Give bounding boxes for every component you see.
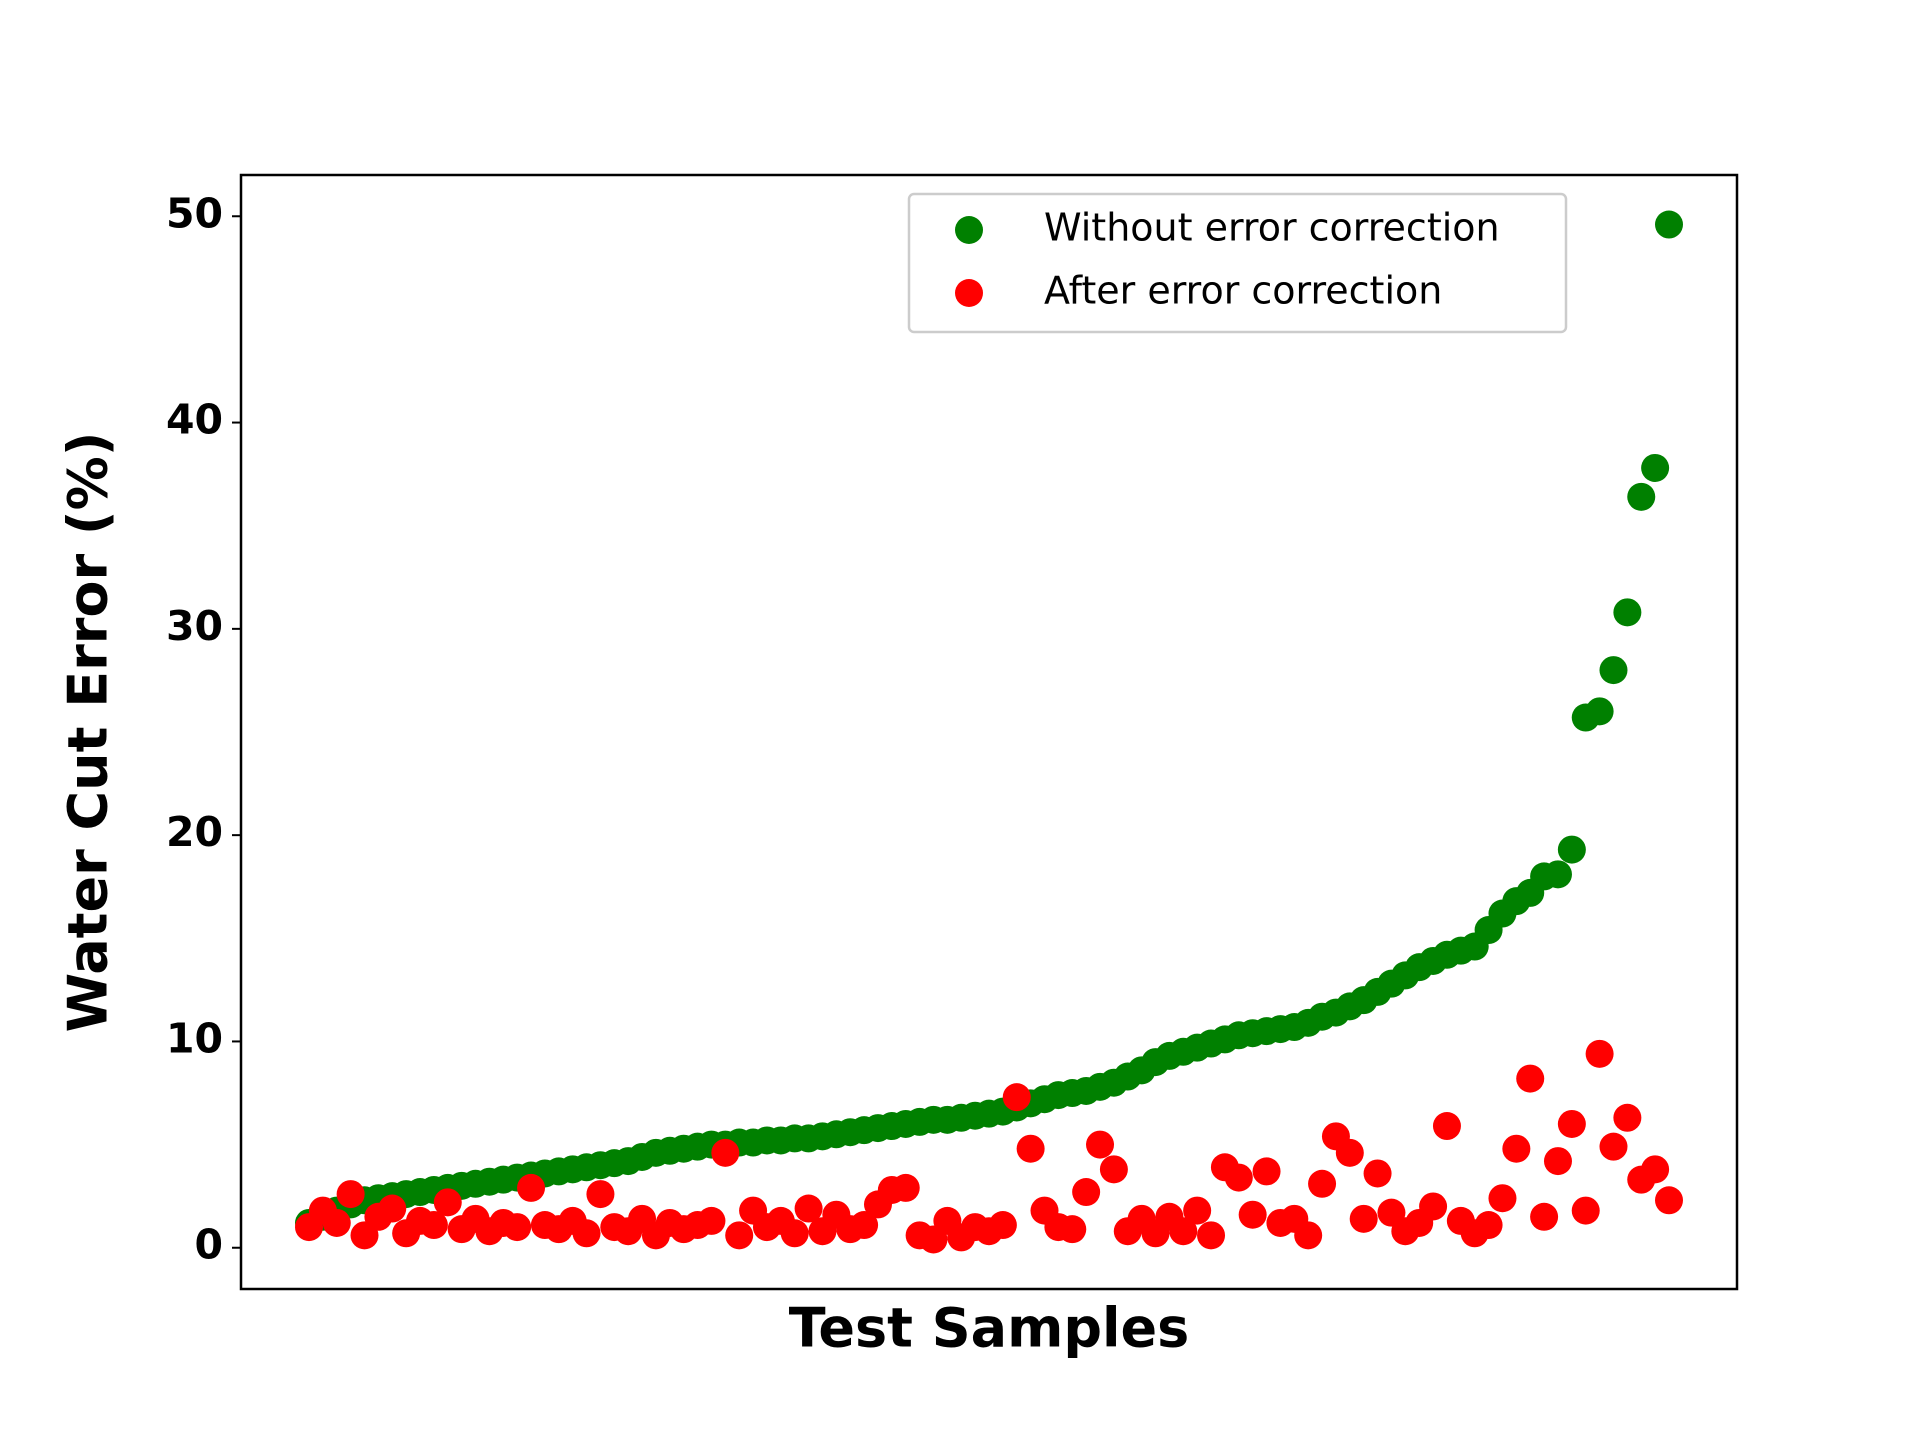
point — [1599, 1132, 1628, 1161]
point — [1169, 1217, 1198, 1246]
point — [1308, 1169, 1337, 1198]
y-axis-label: Water Cut Error (%) — [57, 432, 120, 1033]
point — [697, 1206, 726, 1235]
point — [1655, 1186, 1683, 1215]
point — [725, 1221, 754, 1250]
point — [1294, 1221, 1323, 1250]
point — [1197, 1221, 1226, 1250]
point — [1252, 1157, 1281, 1186]
y-tick-label: 50 — [166, 189, 223, 237]
point — [1072, 1178, 1101, 1207]
point — [336, 1180, 365, 1209]
point — [1543, 860, 1572, 889]
point — [586, 1180, 615, 1209]
point — [1502, 1134, 1531, 1163]
point — [1183, 1196, 1212, 1225]
plot-frame — [239, 173, 1739, 1291]
point — [1086, 1130, 1115, 1159]
point — [1530, 1202, 1559, 1231]
point — [1002, 1083, 1031, 1112]
legend-box — [907, 192, 1568, 334]
point — [1641, 1155, 1670, 1184]
point — [1419, 1192, 1448, 1221]
y-tick-label: 20 — [166, 808, 223, 856]
point — [794, 1194, 823, 1223]
point — [1516, 1064, 1545, 1093]
point — [1613, 598, 1642, 627]
point — [1488, 1184, 1517, 1213]
point — [517, 1173, 546, 1202]
point — [419, 1211, 448, 1240]
point — [850, 1211, 879, 1240]
legend-label: After error correction — [1044, 269, 1442, 313]
point — [503, 1213, 532, 1242]
point — [1641, 453, 1670, 482]
point — [572, 1219, 601, 1248]
point — [1599, 656, 1628, 685]
point — [1432, 1112, 1461, 1141]
point — [433, 1188, 462, 1217]
legend-label: Without error correction — [1044, 206, 1500, 250]
point — [1349, 1204, 1378, 1233]
y-tick-label: 0 — [194, 1221, 223, 1269]
point — [1627, 482, 1656, 511]
point — [1613, 1103, 1642, 1132]
point — [780, 1219, 809, 1248]
point — [1557, 835, 1586, 864]
point — [1058, 1215, 1087, 1244]
point — [1585, 697, 1614, 726]
legend-marker — [955, 216, 983, 244]
point — [1571, 1196, 1600, 1225]
point — [1099, 1155, 1128, 1184]
y-tick-label: 40 — [166, 396, 223, 444]
point — [1335, 1138, 1364, 1167]
point — [891, 1173, 920, 1202]
point — [711, 1138, 740, 1167]
point — [988, 1211, 1017, 1240]
point — [1557, 1109, 1586, 1138]
y-tick-label: 10 — [166, 1014, 223, 1062]
legend-marker — [955, 279, 983, 307]
point — [1363, 1159, 1392, 1188]
point — [322, 1208, 351, 1237]
point — [1224, 1163, 1253, 1192]
point — [1585, 1039, 1614, 1068]
point — [1655, 210, 1683, 239]
point — [1543, 1147, 1572, 1176]
y-tick-label: 30 — [166, 602, 223, 650]
point — [1474, 1211, 1503, 1240]
point — [378, 1194, 407, 1223]
x-axis-label: Test Samples — [789, 1297, 1190, 1360]
point — [1016, 1134, 1045, 1163]
point — [1238, 1200, 1267, 1229]
